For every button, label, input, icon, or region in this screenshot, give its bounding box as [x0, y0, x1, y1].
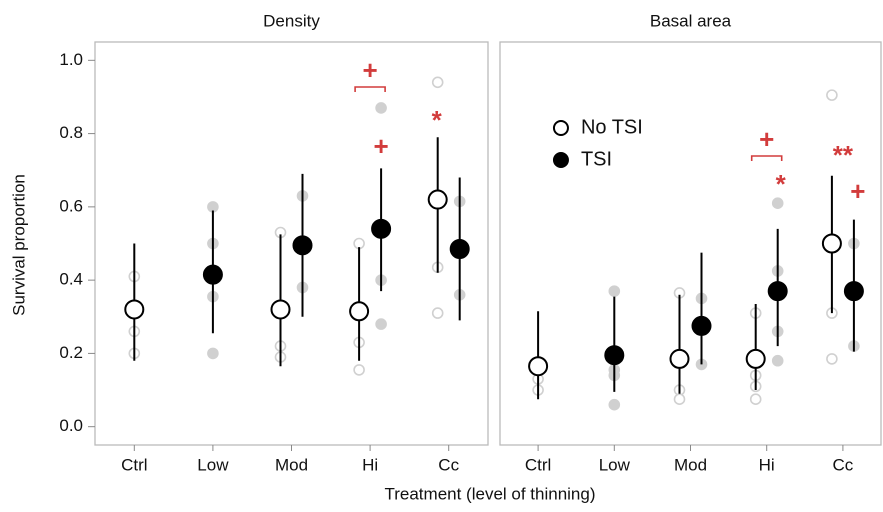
- mean-point: [843, 281, 864, 302]
- y-tick-label: 0.2: [59, 343, 83, 362]
- raw-point: [673, 393, 686, 406]
- y-tick-label: 0.6: [59, 196, 83, 215]
- legend-marker: [552, 120, 569, 136]
- significance-annotation: *: [432, 105, 443, 135]
- raw-point: [375, 102, 387, 114]
- y-axis-label: Survival proportion: [9, 174, 28, 316]
- raw-point: [375, 318, 387, 330]
- mean-point: [449, 238, 470, 259]
- raw-point: [771, 354, 784, 367]
- raw-point: [608, 285, 621, 297]
- mean-point: [528, 356, 549, 377]
- legend-label: No TSI: [581, 116, 643, 138]
- x-tick-label: Ctrl: [121, 455, 147, 474]
- raw-point: [608, 398, 621, 411]
- legend-marker: [552, 152, 569, 168]
- raw-point: [353, 364, 365, 376]
- x-tick-label: Ctrl: [525, 455, 551, 474]
- raw-point: [771, 197, 784, 209]
- mean-point: [669, 348, 690, 369]
- x-tick-label: Mod: [275, 455, 308, 474]
- mean-point: [821, 233, 842, 254]
- significance-annotation: +: [374, 131, 389, 161]
- significance-annotation: +: [850, 176, 865, 206]
- mean-point: [691, 315, 712, 336]
- mean-point: [745, 348, 766, 369]
- mean-point: [427, 189, 448, 210]
- mean-point: [767, 281, 788, 302]
- x-tick-label: Cc: [833, 455, 854, 474]
- panel-title: Basal area: [650, 11, 732, 30]
- y-tick-label: 0.0: [59, 416, 83, 435]
- comparison-bracket: [750, 155, 783, 161]
- raw-point: [431, 307, 444, 319]
- mean-point: [292, 235, 313, 256]
- mean-point: [124, 299, 145, 320]
- mean-point: [270, 299, 291, 320]
- x-tick-label: Low: [197, 455, 229, 474]
- mean-point: [371, 218, 392, 239]
- raw-point: [826, 89, 838, 101]
- legend-label: TSI: [581, 148, 612, 170]
- significance-annotation: *: [776, 169, 787, 199]
- y-tick-label: 0.8: [59, 123, 83, 142]
- mean-point: [604, 345, 625, 366]
- raw-point: [353, 237, 365, 250]
- x-tick-label: Hi: [759, 455, 775, 474]
- x-axis-label: Treatment (level of thinning): [384, 484, 595, 503]
- significance-annotation: **: [833, 140, 854, 170]
- significance-annotation: +: [363, 55, 378, 85]
- comparison-bracket: [354, 86, 386, 92]
- x-tick-label: Mod: [674, 455, 707, 474]
- y-tick-label: 1.0: [59, 50, 83, 69]
- significance-annotation: +: [759, 124, 774, 154]
- mean-point: [202, 264, 223, 285]
- raw-point: [207, 347, 219, 360]
- x-tick-label: Cc: [438, 455, 459, 474]
- x-tick-label: Low: [599, 455, 631, 474]
- y-tick-label: 0.4: [59, 270, 83, 289]
- raw-point: [749, 393, 762, 406]
- panel-title: Density: [263, 11, 320, 30]
- mean-point: [349, 301, 370, 322]
- x-tick-label: Hi: [362, 455, 378, 474]
- panel-frame: [94, 41, 489, 446]
- raw-point: [826, 353, 838, 365]
- raw-point: [207, 201, 219, 213]
- raw-point: [431, 76, 444, 89]
